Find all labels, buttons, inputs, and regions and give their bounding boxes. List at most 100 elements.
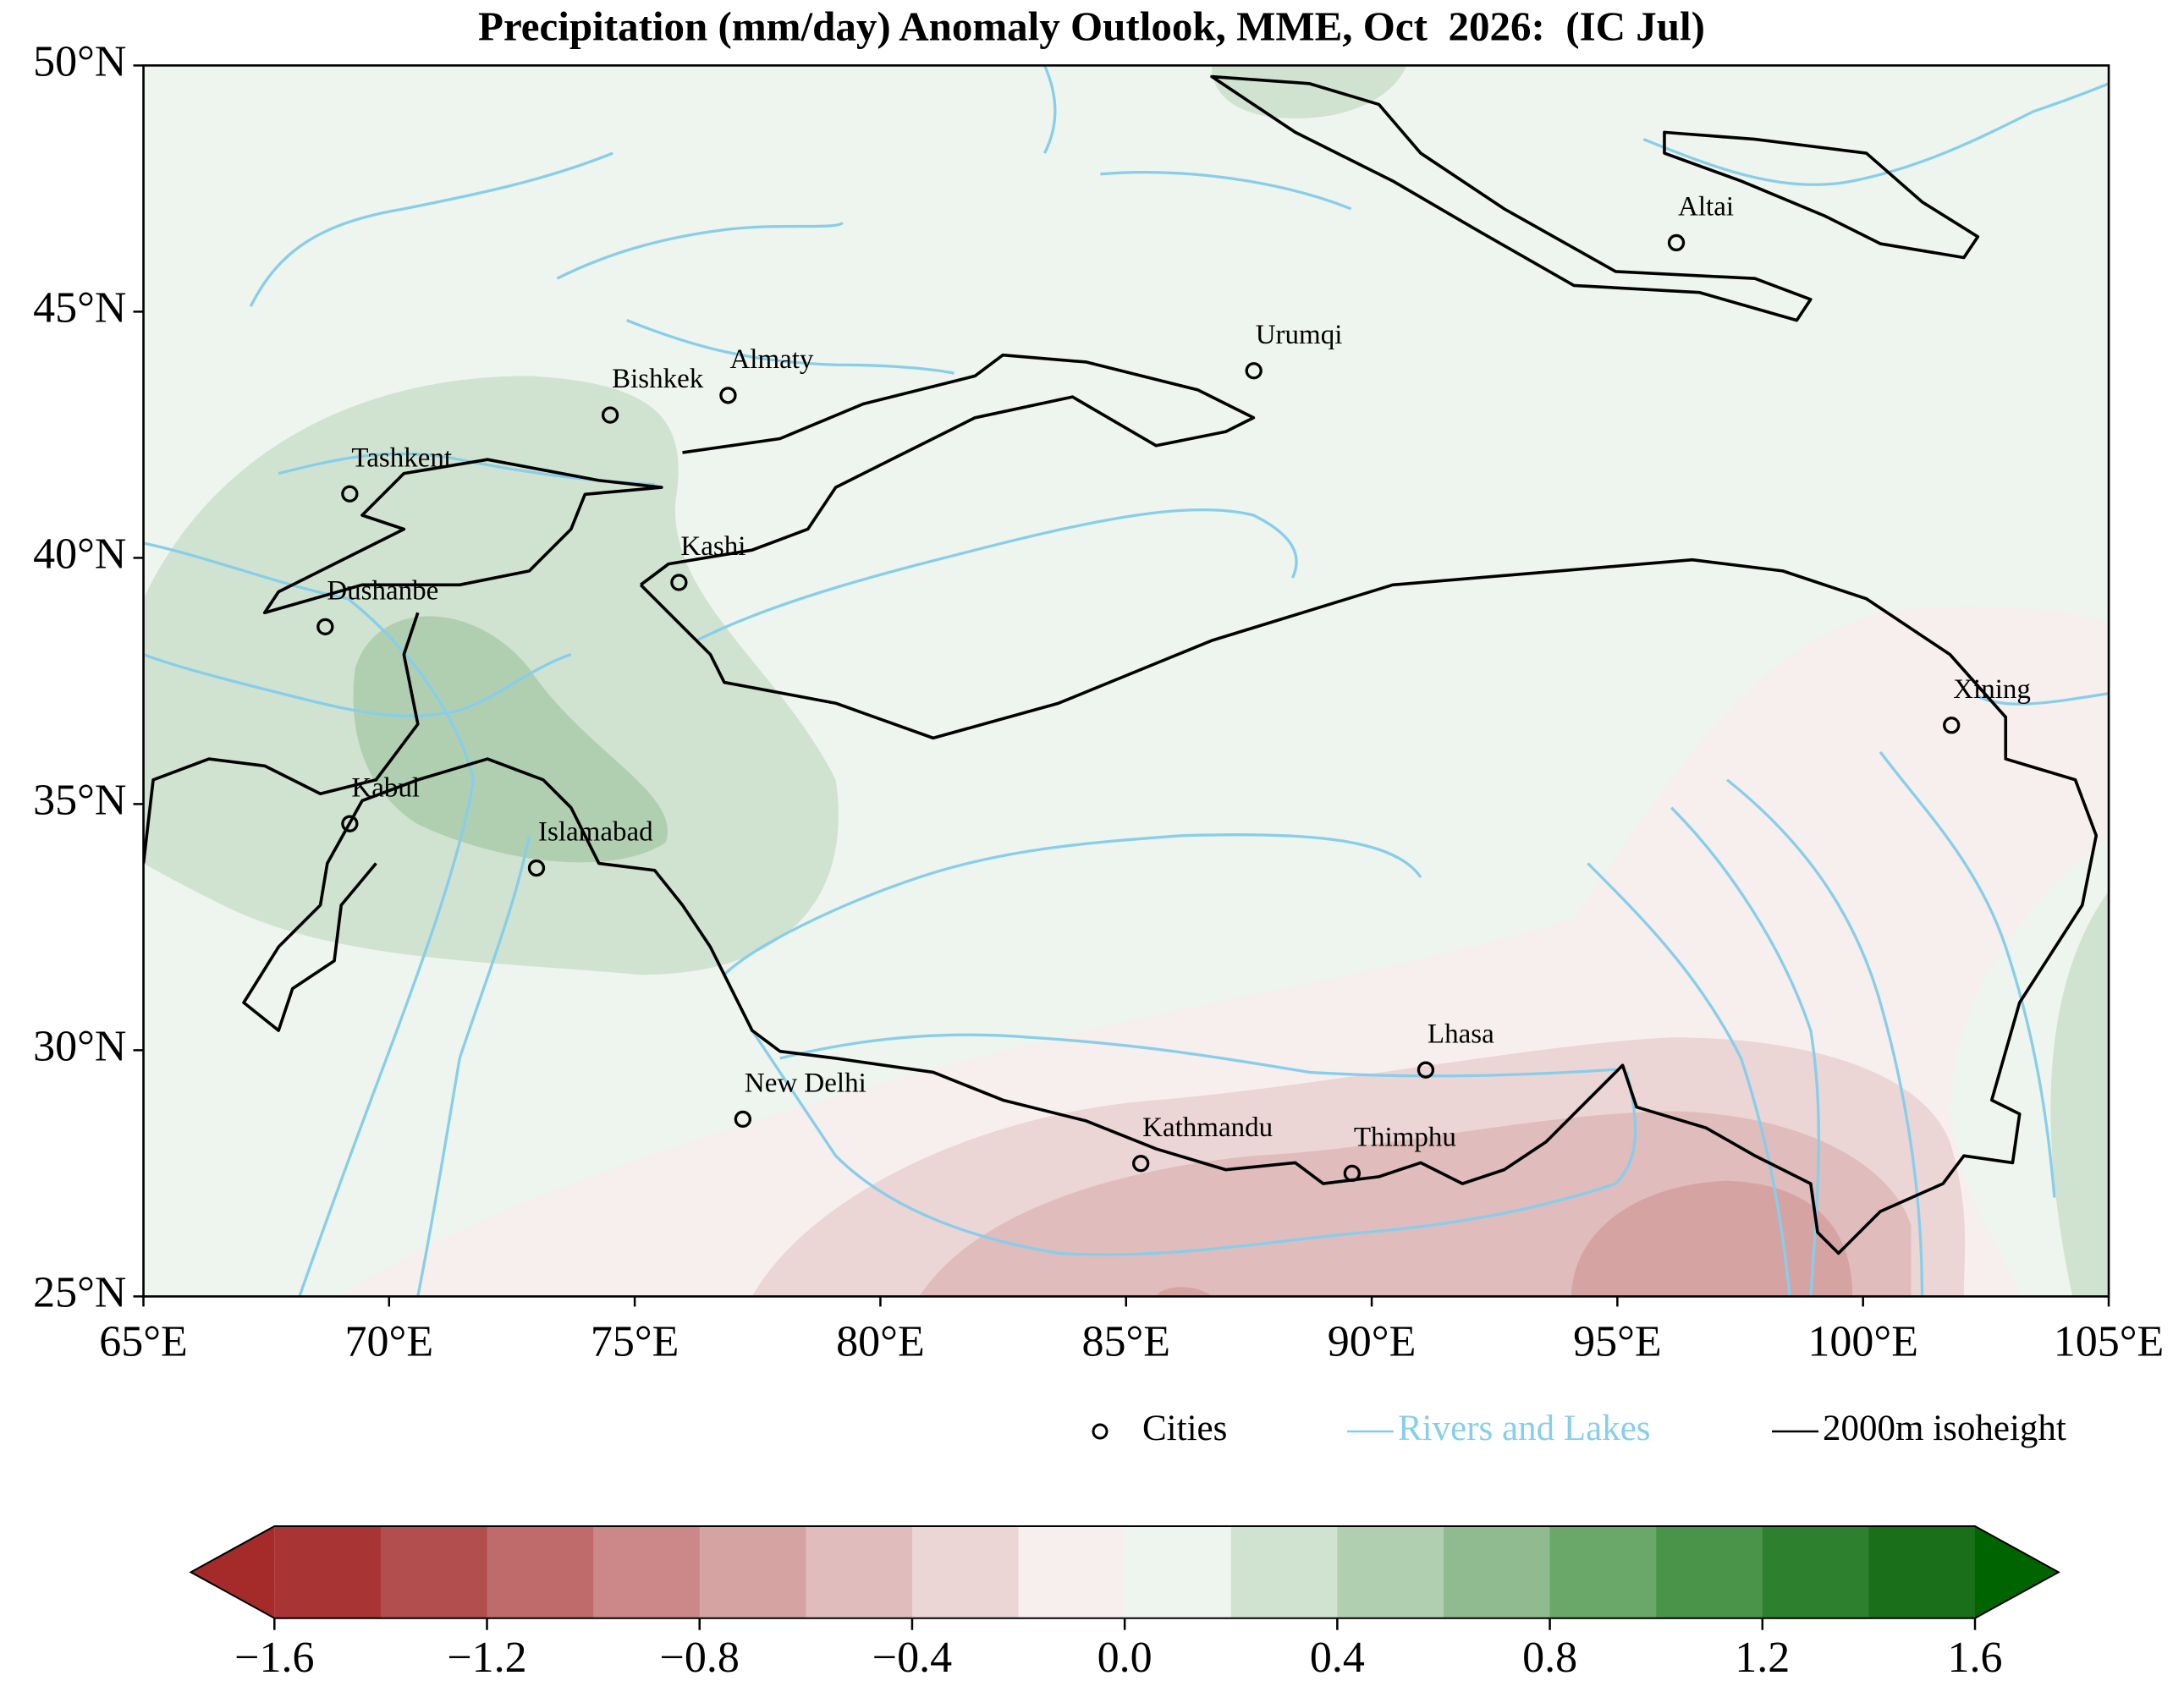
colorbar-tick-label: −1.6 bbox=[234, 1634, 314, 1682]
river bbox=[626, 319, 954, 375]
colorbar-segment bbox=[593, 1526, 701, 1618]
x-tick-label: 100°E bbox=[1807, 1317, 1918, 1365]
legend-marker bbox=[1092, 1423, 1109, 1440]
city-marker bbox=[1132, 1155, 1150, 1173]
contour-line bbox=[1663, 130, 1980, 260]
colorbar-tick-label: 0.4 bbox=[1310, 1634, 1365, 1682]
city-label: Urumqi bbox=[1256, 320, 1343, 350]
colorbar-segment bbox=[1018, 1526, 1125, 1618]
river bbox=[143, 653, 572, 717]
river bbox=[1642, 82, 2110, 186]
colorbar-segment bbox=[1443, 1526, 1551, 1618]
city-marker bbox=[719, 387, 737, 404]
colorbar-segment bbox=[806, 1526, 913, 1618]
river bbox=[696, 508, 1298, 642]
colorbar-segment bbox=[1549, 1526, 1657, 1618]
river bbox=[1587, 862, 1791, 1297]
y-tick-label: 50°N bbox=[33, 37, 126, 85]
colorbar-tick-label: 1.2 bbox=[1735, 1634, 1790, 1682]
colorbar-segment bbox=[1656, 1526, 1763, 1618]
colorbar-segment bbox=[1868, 1526, 1976, 1618]
colorbar-tick-label: 1.6 bbox=[1948, 1634, 2003, 1682]
city-marker bbox=[1943, 717, 1961, 734]
city-label: Kabul bbox=[351, 772, 420, 803]
colorbar-segment bbox=[911, 1526, 1020, 1618]
river bbox=[1977, 692, 2110, 706]
river bbox=[1042, 65, 1057, 154]
legend-label: Rivers and Lakes bbox=[1398, 1409, 1651, 1448]
city-label: Kashi bbox=[680, 531, 745, 562]
city-marker bbox=[316, 618, 334, 636]
city-marker bbox=[1245, 362, 1263, 380]
colorbar-segment bbox=[487, 1526, 594, 1618]
city-marker bbox=[341, 485, 359, 503]
map-title: Precipitation (mm/day) Anomaly Outlook, … bbox=[478, 3, 1705, 49]
city-label: New Delhi bbox=[745, 1068, 866, 1098]
city-label: Dushanbe bbox=[327, 575, 438, 606]
contour-line bbox=[1210, 74, 1813, 322]
city-marker bbox=[1417, 1061, 1435, 1079]
x-tick-label: 65°E bbox=[99, 1317, 188, 1365]
contour-fill bbox=[353, 616, 668, 863]
river bbox=[779, 1033, 1616, 1078]
river bbox=[1726, 778, 1924, 1297]
anomaly-field bbox=[143, 65, 2110, 1297]
city-label: Almaty bbox=[729, 344, 813, 375]
legend-label: 2000m isoheight bbox=[1823, 1409, 2066, 1448]
map-layer bbox=[142, 64, 2110, 1298]
river bbox=[249, 151, 613, 307]
colorbar-tick-label: 0.8 bbox=[1522, 1634, 1577, 1682]
x-tick-label: 80°E bbox=[836, 1317, 925, 1365]
y-tick-label: 30°N bbox=[33, 1022, 126, 1070]
contour-line bbox=[640, 353, 1256, 586]
city-marker bbox=[341, 815, 359, 832]
city-label: Kathmandu bbox=[1142, 1112, 1273, 1143]
y-tick-label: 40°N bbox=[33, 530, 126, 578]
colorbar-tick-label: −0.4 bbox=[872, 1634, 952, 1682]
x-tick-label: 85°E bbox=[1081, 1317, 1170, 1365]
city-label: Xining bbox=[1953, 674, 2031, 705]
colorbar-tick-label: 0.0 bbox=[1098, 1634, 1153, 1682]
river bbox=[1879, 750, 2056, 1198]
x-tick-label: 75°E bbox=[591, 1317, 679, 1365]
city-marker bbox=[1667, 233, 1686, 252]
colorbar-extend-over bbox=[1975, 1526, 2059, 1618]
x-tick-label: 90°E bbox=[1328, 1317, 1417, 1365]
city-label: Islamabad bbox=[538, 817, 653, 848]
colorbar-tick-label: −0.8 bbox=[660, 1634, 740, 1682]
colorbar-tick-label: −1.2 bbox=[447, 1634, 526, 1682]
city-label: Lhasa bbox=[1428, 1019, 1494, 1049]
river bbox=[1670, 806, 1820, 1297]
rivers bbox=[143, 65, 2110, 1297]
colorbar-segment bbox=[1337, 1526, 1444, 1618]
city-marker bbox=[1343, 1164, 1361, 1183]
contour-fill bbox=[1156, 1287, 1213, 1297]
contour-fill bbox=[2050, 891, 2110, 1297]
colorbar-segment bbox=[1230, 1526, 1338, 1618]
river bbox=[723, 833, 1422, 976]
river bbox=[556, 221, 844, 280]
colorbar-segment bbox=[1762, 1526, 1869, 1618]
city-label: Thimphu bbox=[1354, 1122, 1456, 1152]
y-tick-label: 45°N bbox=[33, 283, 126, 332]
x-tick-label: 105°E bbox=[2054, 1317, 2165, 1365]
river bbox=[751, 1030, 1637, 1256]
river bbox=[1100, 171, 1352, 211]
contour-fill bbox=[1571, 1180, 1853, 1297]
city-label: Tashkent bbox=[351, 442, 452, 473]
legend-label: Cities bbox=[1142, 1409, 1227, 1448]
colorbar-segment bbox=[380, 1526, 488, 1618]
colorbar-extend-under bbox=[190, 1526, 275, 1618]
river bbox=[143, 541, 476, 1297]
city-marker bbox=[527, 859, 546, 877]
colorbar-segment bbox=[274, 1526, 382, 1618]
city-label: Bishkek bbox=[612, 364, 704, 394]
city-label: Altai bbox=[1678, 191, 1734, 222]
colorbar-segment bbox=[1125, 1526, 1232, 1618]
city-marker bbox=[601, 406, 619, 424]
contour-line bbox=[262, 458, 663, 615]
y-tick-label: 25°N bbox=[33, 1268, 126, 1316]
x-tick-label: 70°E bbox=[345, 1317, 434, 1365]
